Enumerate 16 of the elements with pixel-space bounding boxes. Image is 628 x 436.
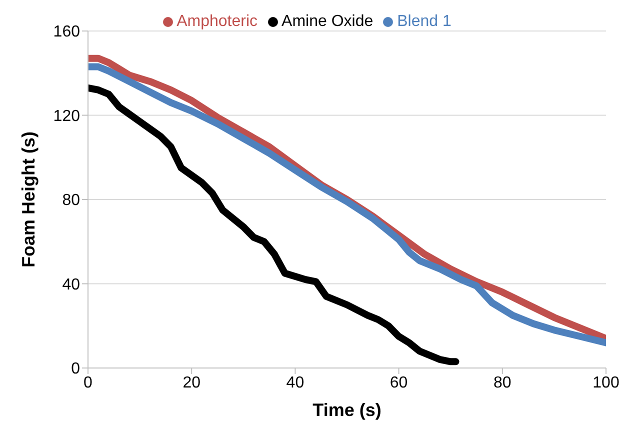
x-tick-label: 80: [494, 374, 512, 392]
legend-label: Amine Oxide: [282, 13, 374, 30]
y-tick-label: 160: [53, 24, 80, 41]
legend-label: Amphoteric: [176, 13, 258, 30]
x-tick-label: 20: [182, 374, 201, 392]
x-axis-title: Time (s): [312, 400, 382, 420]
x-tick-label: 40: [286, 374, 304, 392]
legend-label: Blend 1: [397, 13, 452, 30]
x-tick-label: 0: [84, 374, 93, 392]
y-tick-label: 40: [62, 276, 80, 294]
y-tick-label: 80: [62, 192, 80, 210]
x-tick-label: 100: [592, 374, 620, 392]
y-tick-label: 0: [71, 360, 80, 378]
x-tick-label: 60: [390, 374, 408, 392]
y-tick-label: 120: [53, 108, 80, 125]
y-axis-title: Foam Height (s): [18, 131, 38, 268]
